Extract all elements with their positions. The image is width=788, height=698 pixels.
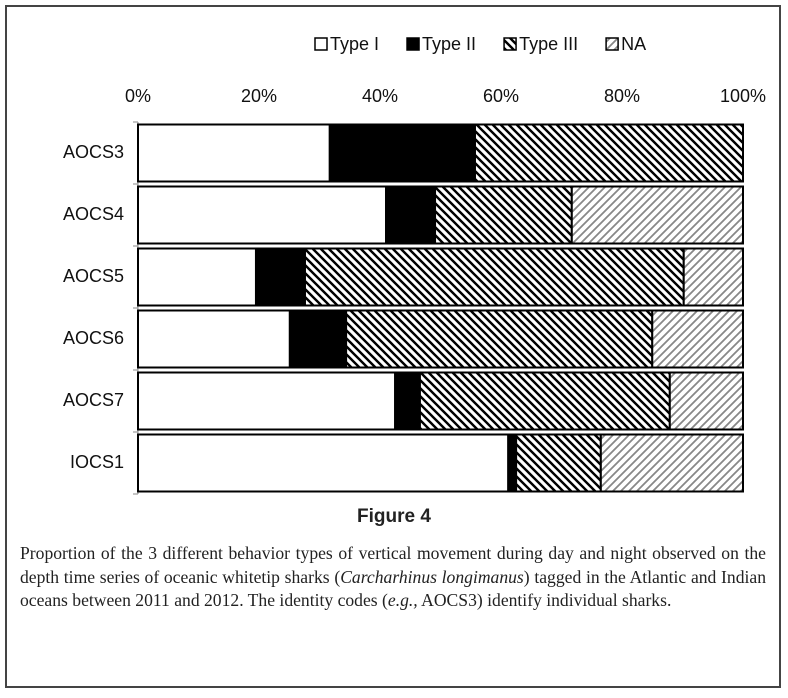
bar-segment [668,371,744,431]
caption-italic: e.g., [387,590,418,610]
x-tick-label: 100% [720,86,766,106]
caption-text: AOCS3) identify individual sharks. [417,590,672,610]
bar-segment [507,433,518,493]
x-tick-label: 0% [125,86,151,106]
x-tick-label: 80% [604,86,640,106]
bar-segment [682,247,745,307]
legend-label: Type II [422,34,476,54]
bar-segment [599,433,745,493]
bar-segment [137,433,510,493]
bar-segment [288,309,348,369]
bar-segment [651,309,744,369]
figure-frame [5,5,781,688]
bar-segment [137,247,257,307]
legend-label: Type I [330,34,379,54]
x-tick-label: 40% [362,86,398,106]
bar-segment [418,371,671,431]
bar-segment [515,433,602,493]
y-tick-label: IOCS1 [70,452,124,472]
bar-segment [434,185,573,245]
bar-segment [385,185,437,245]
bar-segment [473,123,744,183]
caption-italic: Carcharhinus longimanus [340,566,524,587]
y-tick-label: AOCS7 [63,390,124,410]
y-tick-label: AOCS4 [63,204,124,224]
bar-segment [137,309,291,369]
caption: Proportion of the 3 different behavior t… [20,542,766,613]
bar-segment [394,371,421,431]
chart: Type I Type II Type III NA 0% 20% 40% 60% 80% 100… [63,34,766,495]
legend-label: Type III [519,34,578,54]
bar-segment [345,309,654,369]
bar-segment [303,247,685,307]
x-tick-label: 60% [483,86,519,106]
y-tick-label: AOCS6 [63,328,124,348]
bar-segment [570,185,744,245]
legend-swatch [605,37,619,51]
figure-label: Figure 4 [357,506,431,527]
caption-text: Proportion of the 3 different behavior t… [20,543,766,587]
caption-text: ) tagged in the Atlantic and Indian ocea… [20,566,766,611]
y-tick-label: AOCS5 [63,266,124,286]
bar-segment [254,247,306,307]
y-tick-label: AOCS3 [63,142,124,162]
bar-segment [137,123,331,183]
bar-segment [328,123,476,183]
legend-swatch [314,37,328,51]
legend-swatch [503,37,517,51]
legend-label: NA [621,34,646,54]
x-tick-label: 20% [241,86,277,106]
bar-segment [137,185,388,245]
bar-segment [137,371,397,431]
legend-swatch [406,37,420,51]
